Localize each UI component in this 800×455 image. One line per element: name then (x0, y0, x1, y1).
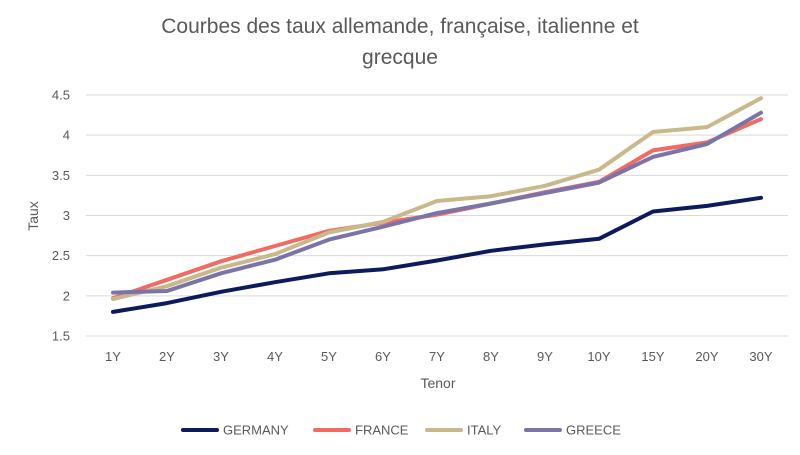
y-tick-label: 2.5 (52, 248, 70, 263)
x-tick-label: 10Y (587, 349, 610, 364)
x-tick-label: 5Y (321, 349, 337, 364)
x-tick-label: 6Y (375, 349, 391, 364)
series-line-germany (111, 195, 763, 314)
y-tick-label: 3.5 (52, 168, 70, 183)
legend: GERMANY FRANCE ITALY GREECE (181, 423, 621, 438)
chart-title-line-2: grecque (362, 46, 438, 69)
y-axis-ticks: 1.5 2 2.5 3 3.5 4 4.5 (52, 88, 70, 344)
legend-label: FRANCE (355, 423, 409, 438)
x-tick-label: 30Y (749, 349, 772, 364)
legend-label: GREECE (566, 423, 621, 438)
legend-item-italy: ITALY (425, 423, 502, 438)
x-tick-label: 8Y (483, 349, 499, 364)
x-axis-ticks: 1Y 2Y 3Y 4Y 5Y 6Y 7Y 8Y 9Y 10Y 15Y 20Y 30Y (105, 349, 773, 364)
x-tick-label: 9Y (537, 349, 553, 364)
x-tick-label: 2Y (159, 349, 175, 364)
y-tick-label: 4 (63, 128, 70, 143)
y-tick-label: 1.5 (52, 329, 70, 344)
y-tick-label: 3 (63, 208, 70, 223)
legend-item-germany: GERMANY (181, 423, 289, 438)
x-axis-label: Tenor (420, 375, 455, 391)
series-lines (111, 96, 763, 314)
y-tick-label: 2 (63, 288, 70, 303)
x-tick-label: 20Y (695, 349, 718, 364)
y-axis-label: Taux (25, 201, 41, 231)
legend-item-france: FRANCE (313, 423, 409, 438)
x-tick-label: 15Y (641, 349, 664, 364)
legend-label: ITALY (467, 423, 502, 438)
x-tick-label: 3Y (213, 349, 229, 364)
legend-label: GERMANY (223, 423, 289, 438)
series-line-italy (111, 96, 763, 301)
y-tick-label: 4.5 (52, 88, 70, 103)
chart-title-line-1: Courbes des taux allemande, française, i… (161, 15, 639, 38)
series-line-greece (111, 110, 763, 295)
x-tick-label: 1Y (105, 349, 121, 364)
x-tick-label: 4Y (267, 349, 283, 364)
legend-item-greece: GREECE (524, 423, 621, 438)
x-tick-label: 7Y (429, 349, 445, 364)
